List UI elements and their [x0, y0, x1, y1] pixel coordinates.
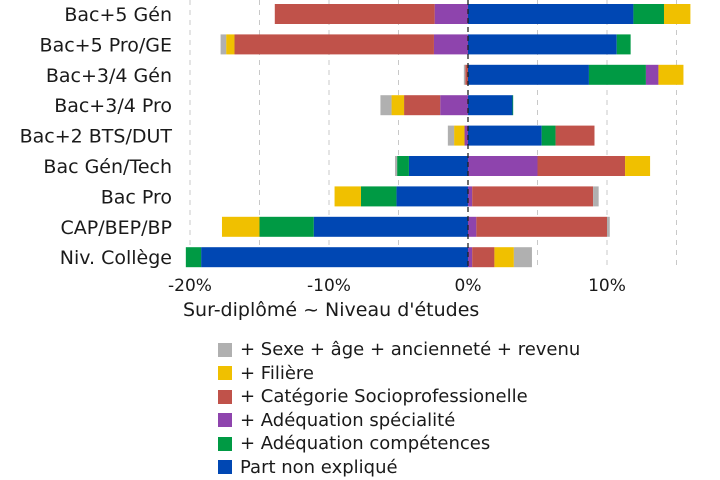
bar-segment [397, 156, 409, 176]
bar-segment [555, 125, 595, 146]
category-label: Bac Gén/Tech [43, 156, 172, 178]
bar-segment [588, 64, 646, 85]
bar-segment [234, 34, 434, 55]
bar-segment [513, 247, 532, 268]
bar-segment [593, 186, 599, 207]
bar-segment [440, 95, 468, 116]
category-label: CAP/BEP/BP [60, 217, 172, 239]
bar-segment [465, 64, 468, 85]
category-label: Bac+2 BTS/DUT [20, 126, 173, 148]
legend-swatch [218, 389, 232, 404]
bar-segment [468, 247, 473, 268]
bar-segment [274, 4, 435, 24]
bar-segment [404, 95, 441, 116]
legend: + Sexe + âge + ancienneté + revenu + Fili… [218, 338, 580, 479]
bar-segment [454, 125, 465, 146]
category-labels: Bac+5 Gén Bac+5 Pro/GE Bac+3/4 Gén Bac+3/4 … [20, 4, 173, 269]
category-label: Bac+5 Gén [64, 4, 172, 26]
bar-segment [472, 247, 495, 268]
bar-segment [468, 216, 477, 237]
bar-segment [472, 186, 594, 207]
bar-segment [541, 125, 556, 146]
legend-swatch [218, 460, 232, 475]
bar-segment [607, 216, 610, 237]
bar-segment [395, 156, 398, 176]
bar-segment [616, 34, 631, 55]
bar-segment [658, 64, 684, 85]
legend-item: + Filière [218, 362, 580, 386]
bar-segment [380, 95, 392, 116]
bar-segment [468, 4, 634, 24]
legend-swatch [218, 436, 232, 451]
legend-label: Part non expliqué [240, 456, 398, 478]
x-tick-label: 10% [588, 276, 626, 296]
bar-segment [468, 186, 473, 207]
category-label: Bac+3/4 Gén [46, 65, 172, 87]
legend-label: + Filière [240, 362, 315, 384]
bar-segment [476, 216, 607, 237]
bar-segment [645, 64, 659, 85]
bar-segment [512, 95, 514, 116]
x-tick-label: -10% [307, 276, 351, 296]
bar-segment [633, 4, 664, 24]
legend-item: + Catégorie Socioprofessionelle [218, 385, 580, 409]
legend-label: + Adéquation compétences [240, 433, 491, 455]
bar-segment [221, 216, 260, 237]
bar-segment [185, 247, 202, 268]
legend-swatch [218, 413, 232, 428]
bar-segment [433, 34, 468, 55]
legend-label: + Sexe + âge + ancienneté + revenu [240, 339, 581, 361]
bar-segment [468, 34, 617, 55]
legend-item: + Adéquation spécialité [218, 409, 580, 433]
legend-label: + Catégorie Socioprofessionelle [240, 386, 528, 408]
bar-segment [334, 186, 361, 207]
bar-segment [313, 216, 468, 237]
legend-label: + Adéquation spécialité [240, 409, 456, 431]
bar-segment [537, 156, 626, 176]
category-label: Niv. Collège [60, 247, 172, 269]
legend-swatch [218, 342, 232, 357]
bar-segment [201, 247, 468, 268]
bar-segment [468, 64, 589, 85]
bar-segment [391, 95, 405, 116]
category-label: Bac Pro [101, 186, 172, 208]
bar-segment [663, 4, 691, 24]
bar-segment [220, 34, 227, 55]
category-label: Bac+3/4 Pro [54, 95, 172, 117]
legend-swatch [218, 366, 232, 381]
legend-item: + Sexe + âge + ancienneté + revenu [218, 338, 580, 362]
bar-segment [259, 216, 314, 237]
bar-segment [468, 125, 542, 146]
bar-segment [625, 156, 651, 176]
x-tick-label: 0% [455, 276, 482, 296]
bar-segment [434, 4, 468, 24]
bar-segment [463, 64, 466, 85]
legend-item: Part non expliqué [218, 456, 580, 480]
bar-segment [464, 125, 468, 146]
chart-plot: Bac+5 Gén Bac+5 Pro/GE Bac+3/4 Gén Bac+3/4 … [20, 0, 691, 296]
bar-segment [408, 156, 468, 176]
bar-segment [396, 186, 468, 207]
chart-title: Sur-diplômé ~ Niveau d'études [183, 299, 480, 321]
x-tick-label: -20% [168, 276, 212, 296]
bar-segment [447, 125, 455, 146]
bar-segment [494, 247, 514, 268]
bar-segment [226, 34, 235, 55]
bar-segment [468, 156, 538, 176]
legend-item: + Adéquation compétences [218, 432, 580, 456]
x-tick-labels: -20% -10% 0% 10% [168, 276, 626, 296]
category-label: Bac+5 Pro/GE [40, 34, 172, 56]
bars [185, 4, 691, 268]
bar-segment [360, 186, 397, 207]
bar-segment [468, 95, 513, 116]
